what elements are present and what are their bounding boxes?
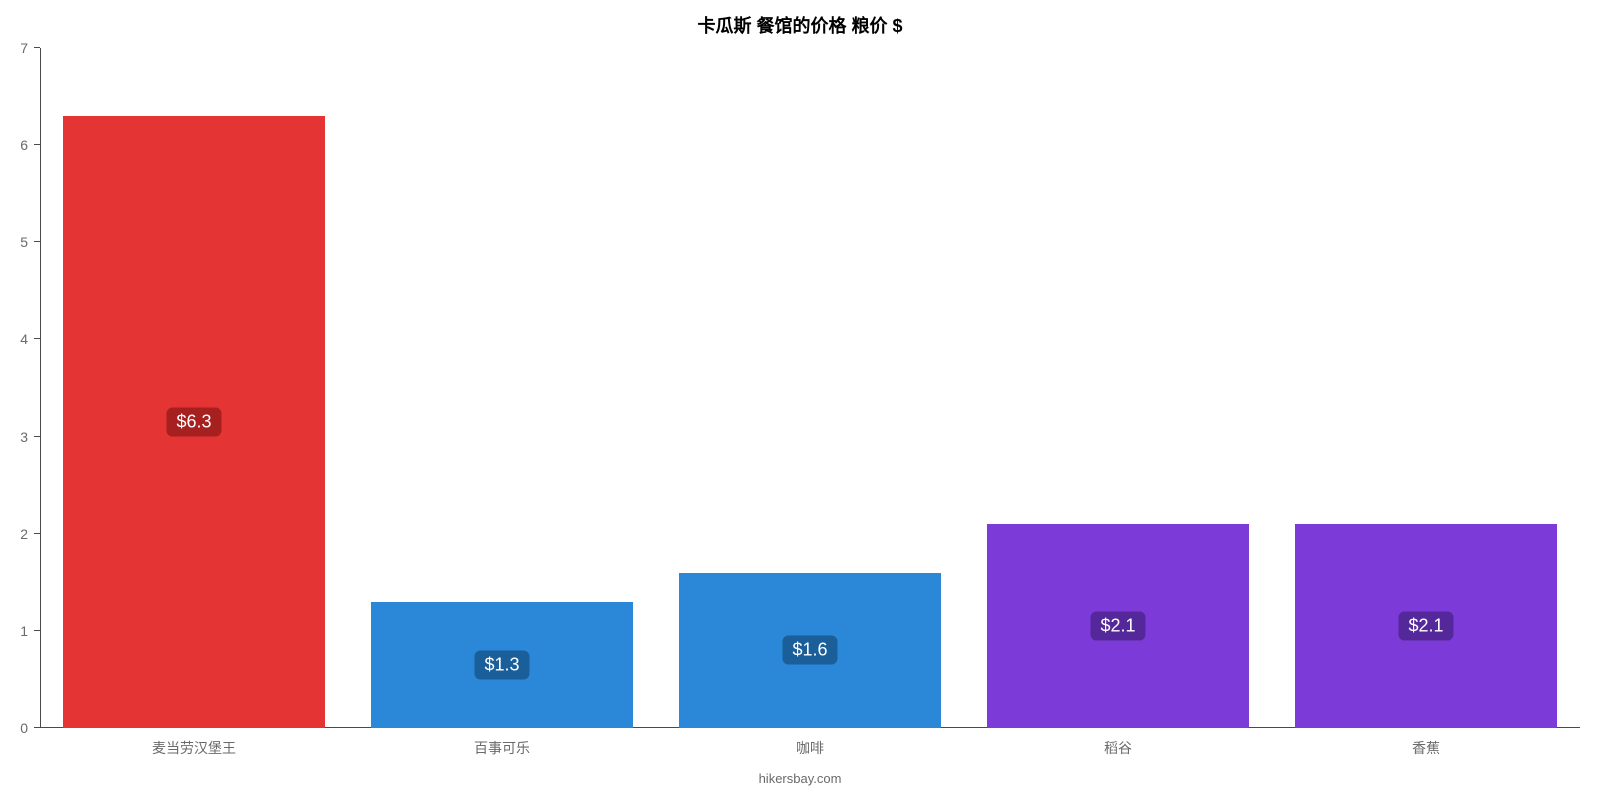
bar-slot: $1.3百事可乐 <box>348 48 656 728</box>
plot-area: $6.3麦当劳汉堡王$1.3百事可乐$1.6咖啡$2.1稻谷$2.1香蕉 012… <box>40 48 1580 728</box>
bar-slot: $6.3麦当劳汉堡王 <box>40 48 348 728</box>
value-badge: $2.1 <box>1090 612 1145 641</box>
value-badge: $1.3 <box>474 650 529 679</box>
bar-slot: $1.6咖啡 <box>656 48 964 728</box>
x-category-label: 稻谷 <box>1104 728 1132 758</box>
x-category-label: 咖啡 <box>796 728 824 758</box>
y-tick-label: 0 <box>20 720 40 736</box>
value-badge: $1.6 <box>782 636 837 665</box>
x-category-label: 麦当劳汉堡王 <box>152 728 236 758</box>
x-category-label: 香蕉 <box>1412 728 1440 758</box>
chart-container: 卡瓜斯 餐馆的价格 粮价 $ $6.3麦当劳汉堡王$1.3百事可乐$1.6咖啡$… <box>0 0 1600 800</box>
chart-title: 卡瓜斯 餐馆的价格 粮价 $ <box>0 12 1600 38</box>
bar-slot: $2.1香蕉 <box>1272 48 1580 728</box>
y-tick-label: 3 <box>20 429 40 445</box>
value-badge: $6.3 <box>166 408 221 437</box>
x-category-label: 百事可乐 <box>474 728 530 758</box>
y-tick-label: 7 <box>20 40 40 56</box>
y-tick-label: 2 <box>20 526 40 542</box>
chart-caption: hikersbay.com <box>0 771 1600 786</box>
bar-slot: $2.1稻谷 <box>964 48 1272 728</box>
bars-group: $6.3麦当劳汉堡王$1.3百事可乐$1.6咖啡$2.1稻谷$2.1香蕉 <box>40 48 1580 728</box>
y-tick-label: 6 <box>20 137 40 153</box>
y-tick-label: 5 <box>20 234 40 250</box>
value-badge: $2.1 <box>1398 612 1453 641</box>
y-tick-label: 1 <box>20 623 40 639</box>
y-tick-label: 4 <box>20 331 40 347</box>
